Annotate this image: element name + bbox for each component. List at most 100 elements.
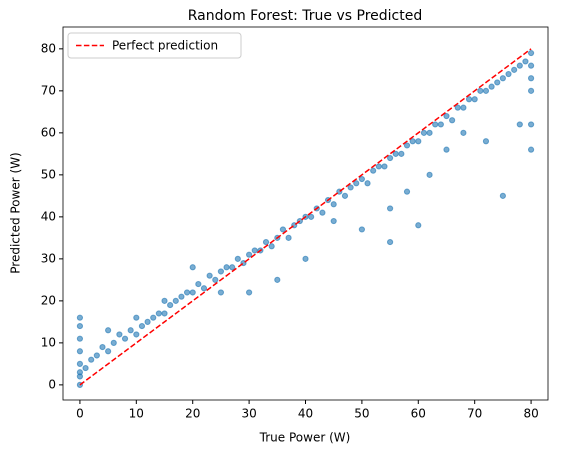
point (471, 96, 478, 103)
point (116, 331, 123, 338)
point (268, 243, 275, 250)
point (527, 146, 535, 153)
y-tick-label: 10 (41, 335, 56, 349)
point (516, 121, 523, 128)
x-tick-label: 70 (467, 407, 482, 421)
point (409, 138, 416, 145)
point (527, 121, 535, 128)
point (420, 129, 428, 136)
point (494, 79, 501, 86)
point (460, 129, 467, 136)
point (302, 255, 309, 262)
point (398, 150, 405, 157)
point (527, 49, 535, 57)
x-tick-label: 60 (411, 407, 426, 421)
y-tick-label: 30 (41, 251, 56, 265)
point (465, 96, 473, 103)
point (76, 314, 84, 321)
point (375, 163, 382, 170)
point (189, 264, 196, 271)
point (155, 310, 162, 317)
point (200, 285, 208, 292)
point (217, 268, 225, 275)
point (527, 75, 535, 82)
point (127, 327, 134, 334)
point (251, 247, 258, 254)
legend-box (67, 32, 242, 59)
point (443, 112, 450, 120)
point (133, 331, 140, 338)
point (392, 150, 399, 157)
point (76, 360, 84, 367)
point (522, 58, 529, 65)
point (516, 62, 523, 69)
point (212, 276, 219, 283)
point (460, 104, 467, 111)
point (358, 175, 365, 183)
point (234, 255, 241, 262)
point (99, 343, 106, 351)
point (527, 87, 535, 94)
point (138, 322, 146, 330)
point (386, 238, 394, 246)
legend-label: Perfect prediction (112, 39, 218, 53)
point (88, 356, 95, 363)
point (364, 180, 371, 187)
legend: Perfect prediction (67, 32, 242, 59)
point (449, 117, 456, 124)
point (415, 138, 422, 145)
point (183, 289, 191, 296)
y-tick-label: 70 (41, 83, 56, 97)
point (527, 62, 535, 69)
point (76, 335, 84, 342)
point (319, 209, 326, 216)
x-tick-label: 10 (129, 407, 144, 421)
point (274, 276, 281, 283)
point (144, 318, 151, 325)
point (246, 251, 253, 258)
point (150, 314, 157, 321)
x-tick-label: 80 (523, 407, 538, 421)
point (105, 327, 112, 334)
point (262, 238, 270, 246)
points (76, 49, 535, 388)
point (172, 297, 179, 304)
y-tick-label: 0 (48, 377, 56, 391)
point (454, 104, 461, 111)
point (167, 301, 174, 309)
point (206, 272, 213, 279)
y-tick-label: 20 (41, 293, 56, 307)
point (121, 335, 129, 342)
x-tick-label: 40 (298, 407, 313, 421)
point (161, 310, 168, 317)
point (511, 66, 518, 73)
point (279, 226, 287, 233)
point (482, 87, 490, 94)
point (437, 121, 444, 128)
point (386, 205, 394, 212)
y-tick-label: 40 (41, 209, 56, 223)
plot-frame (62, 26, 549, 401)
point (443, 146, 450, 153)
point (426, 171, 433, 178)
point (82, 364, 89, 372)
point (93, 352, 100, 359)
point (358, 226, 365, 233)
point (499, 192, 506, 199)
y-tick-label: 60 (41, 125, 56, 139)
point (353, 180, 360, 187)
point (482, 138, 490, 145)
point (432, 121, 439, 128)
point (285, 234, 292, 241)
point (217, 289, 225, 296)
reference-line (79, 48, 532, 386)
point (477, 87, 484, 94)
point (308, 213, 315, 220)
point (426, 129, 433, 136)
chart-title: Random Forest: True vs Predicted (188, 8, 422, 24)
point (403, 142, 411, 149)
point (76, 322, 84, 330)
point (499, 75, 506, 82)
y-tick-label: 50 (41, 167, 56, 181)
